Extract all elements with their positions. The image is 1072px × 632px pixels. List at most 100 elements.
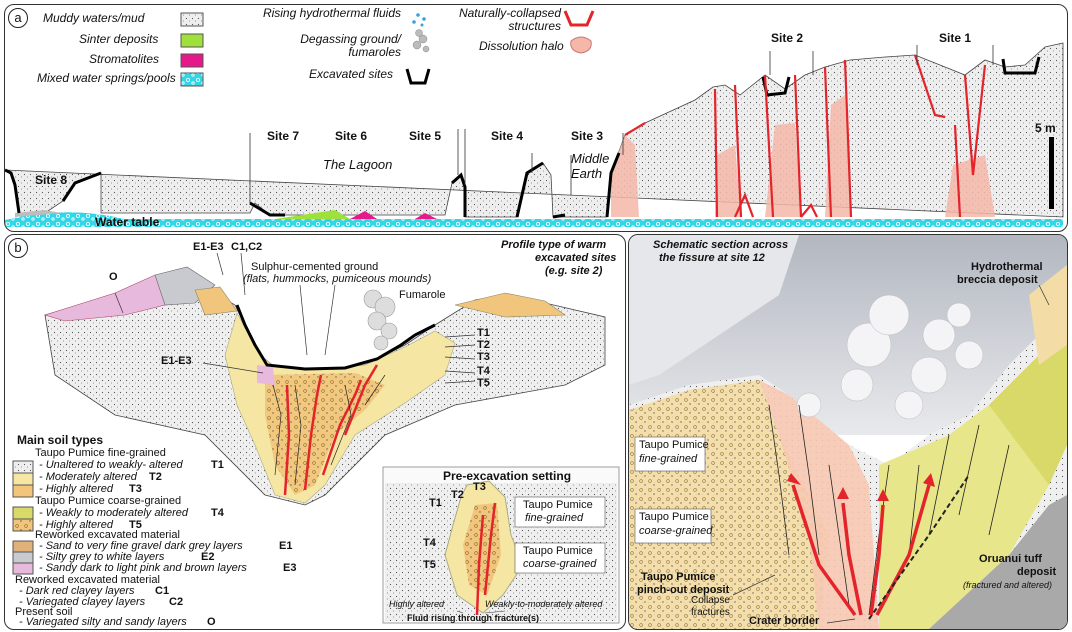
legend-mixed-label: Mixed water springs/pools <box>37 71 176 85</box>
scale-bar <box>1049 137 1054 209</box>
panel-b: b <box>4 234 626 630</box>
pinch-label-1: Taupo Pumice <box>641 571 716 583</box>
soil-t1: - Unaltered to weakly- altered <box>39 459 183 471</box>
label-o: O <box>109 271 118 283</box>
breccia-label-2: breccia deposit <box>957 274 1038 286</box>
inset-fine-1: Taupo Pumice <box>523 499 593 511</box>
label-e1e3-top: E1-E3 <box>193 241 224 253</box>
soil-g5: Present soil <box>15 606 73 618</box>
label-e1e3-mid: E1-E3 <box>161 355 192 367</box>
soil-o: - Variegated silty and sandy layers <box>19 616 187 628</box>
lagoon-label: The Lagoon <box>323 157 393 172</box>
label-t2: T2 <box>477 339 490 351</box>
inset-fluid: Fluid rising through fracture(s) <box>407 613 539 623</box>
soil-c1: - Dark red clayey layers <box>19 585 135 597</box>
soil-c2: - Variegated clayey layers <box>19 596 146 608</box>
panel-c-title-2: the fissure at site 12 <box>659 252 765 264</box>
site-3-label: Site 3 <box>571 129 604 143</box>
label-t4: T4 <box>477 365 490 377</box>
soil-t4: - Weakly to moderately altered <box>39 507 188 519</box>
steam-plumes <box>796 294 984 420</box>
site-6-label: Site 6 <box>335 129 368 143</box>
label-t1: T1 <box>477 327 490 339</box>
label-t3: T3 <box>477 351 490 363</box>
site-7-label: Site 7 <box>267 129 300 143</box>
soil-t3-code: T3 <box>129 483 142 495</box>
panel-b-title-2: excavated sites <box>535 252 617 264</box>
soil-t3: - Highly altered <box>39 483 113 495</box>
panel-a-tag: a <box>8 8 28 28</box>
legend-muddy-label: Muddy waters/mud <box>43 11 145 25</box>
inset-t3: T3 <box>473 481 486 493</box>
soil-c1-code: C1 <box>155 585 170 597</box>
middle-earth-label: Middle Earth <box>571 151 610 181</box>
scale-label: 5 m <box>1035 121 1056 135</box>
sulphur-title: Sulphur-cemented ground <box>251 261 379 273</box>
soil-e2-code: E2 <box>201 551 215 563</box>
water-table-label: Water table <box>95 215 160 229</box>
inset-fine-2: fine-grained <box>525 512 584 524</box>
collapse-label-1: Collapse <box>691 595 730 606</box>
panel-c-title-1: Schematic section across <box>653 239 789 251</box>
legend-sinter-label: Sinter deposits <box>79 32 159 46</box>
inset-t5: T5 <box>423 559 436 571</box>
soil-e3: - Sandy dark to light pink and brown lay… <box>39 562 247 574</box>
site-1-label: Site 1 <box>939 31 972 45</box>
panel-b-title-3: (e.g. site 2) <box>545 265 603 277</box>
oruanui-label-2: deposit <box>1017 566 1057 578</box>
inset-t1: T1 <box>429 497 442 509</box>
site-2-label: Site 2 <box>771 31 804 45</box>
legend-strom-label: Stromatolites <box>89 52 160 66</box>
site-4-label: Site 4 <box>491 129 524 143</box>
soil-e2: - Silty grey to white layers <box>39 551 165 563</box>
panel-a: a <box>4 4 1068 232</box>
legend-halo-label: Dissolution halo <box>479 39 564 53</box>
inset-highly: Highly altered <box>389 599 445 609</box>
soil-o-code: O <box>207 616 216 628</box>
inset-t2: T2 <box>451 489 464 501</box>
legend-degassing-label: Degassing ground/ fumaroles <box>300 32 401 59</box>
soil-title: Main soil types <box>17 433 104 447</box>
inset-t4: T4 <box>423 537 436 549</box>
sulphur-sub: (flats, hummocks, pumiceous mounds) <box>243 273 432 285</box>
panel-b-profile <box>12 252 620 624</box>
site-8-label: Site 8 <box>35 173 68 187</box>
inset-title: Pre-excavation setting <box>443 469 572 483</box>
collapse-label-2: fractures <box>691 607 730 618</box>
soil-e1-code: E1 <box>279 540 293 552</box>
coarse-label-2: coarse-grained <box>639 525 713 537</box>
label-c1c2: C1,C2 <box>231 241 263 253</box>
site-5-label: Site 5 <box>409 129 442 143</box>
oruanui-label-3: (fractured and altered) <box>963 580 1053 590</box>
fumarole-label: Fumarole <box>399 289 446 301</box>
soil-g2: Taupo Pumice coarse-grained <box>35 495 182 507</box>
panel-b-title-1: Profile type of warm <box>501 239 607 251</box>
fine-label-2: fine-grained <box>639 453 698 465</box>
panel-b-tag: b <box>8 238 28 258</box>
soil-e3-code: E3 <box>283 562 297 574</box>
breccia-label-1: Hydrothermal <box>971 261 1043 273</box>
soil-g3: Reworked excavated material <box>35 529 180 541</box>
soil-t1-code: T1 <box>211 459 224 471</box>
legend-rising-label: Rising hydrothermal fluids <box>262 6 401 20</box>
soil-t5: - Highly altered <box>39 519 113 531</box>
panel-a-cross-section <box>5 10 1064 227</box>
crater-border-label: Crater border <box>749 615 820 627</box>
legend-collapsed-label: Naturally-collapsed structures <box>458 6 561 33</box>
fumarole-plume <box>363 289 398 351</box>
soil-t4-code: T4 <box>211 507 224 519</box>
soil-c2-code: C2 <box>169 596 184 608</box>
soil-t2-code: T2 <box>149 471 162 483</box>
soil-t2: - Moderately altered <box>39 471 137 483</box>
soil-e1: - Sand to very fine gravel dark grey lay… <box>39 540 243 552</box>
terrain-profile <box>5 42 1064 218</box>
inset-coarse-1: Taupo Pumice <box>523 545 593 557</box>
soil-g1: Taupo Pumice fine-grained <box>35 447 166 459</box>
fine-label-1: Taupo Pumice <box>639 439 709 451</box>
pinch-label-2: pinch-out deposit <box>637 584 730 596</box>
legend-excavated-label: Excavated sites <box>309 67 394 81</box>
inset-coarse-2: coarse-grained <box>523 558 597 570</box>
label-t5: T5 <box>477 377 490 389</box>
water-table-band <box>5 212 1063 227</box>
panel-c-section <box>629 235 1067 629</box>
